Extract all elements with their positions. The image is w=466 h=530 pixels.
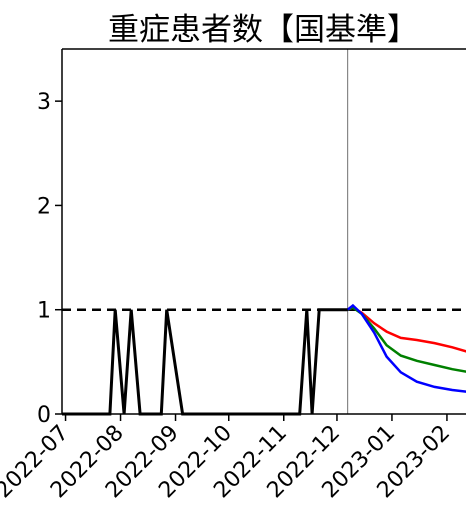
series-lines (62, 49, 466, 416)
y-axis-ticks: 0 1 2 3 (37, 90, 62, 428)
series-line-1 (347, 306, 466, 353)
series-line-3 (346, 303, 466, 393)
series-line-0 (62, 308, 348, 416)
y-tick-label: 2 (37, 194, 51, 219)
plot-frame (61, 48, 466, 415)
chart-title: 重症患者数【国基準】 (108, 12, 418, 48)
y-tick-label: 0 (37, 403, 51, 428)
y-tick-label: 1 (37, 299, 51, 324)
x-axis-ticks: 2022-072022-082022-092022-102022-112022-… (0, 414, 455, 503)
y-tick-label: 3 (37, 90, 51, 115)
